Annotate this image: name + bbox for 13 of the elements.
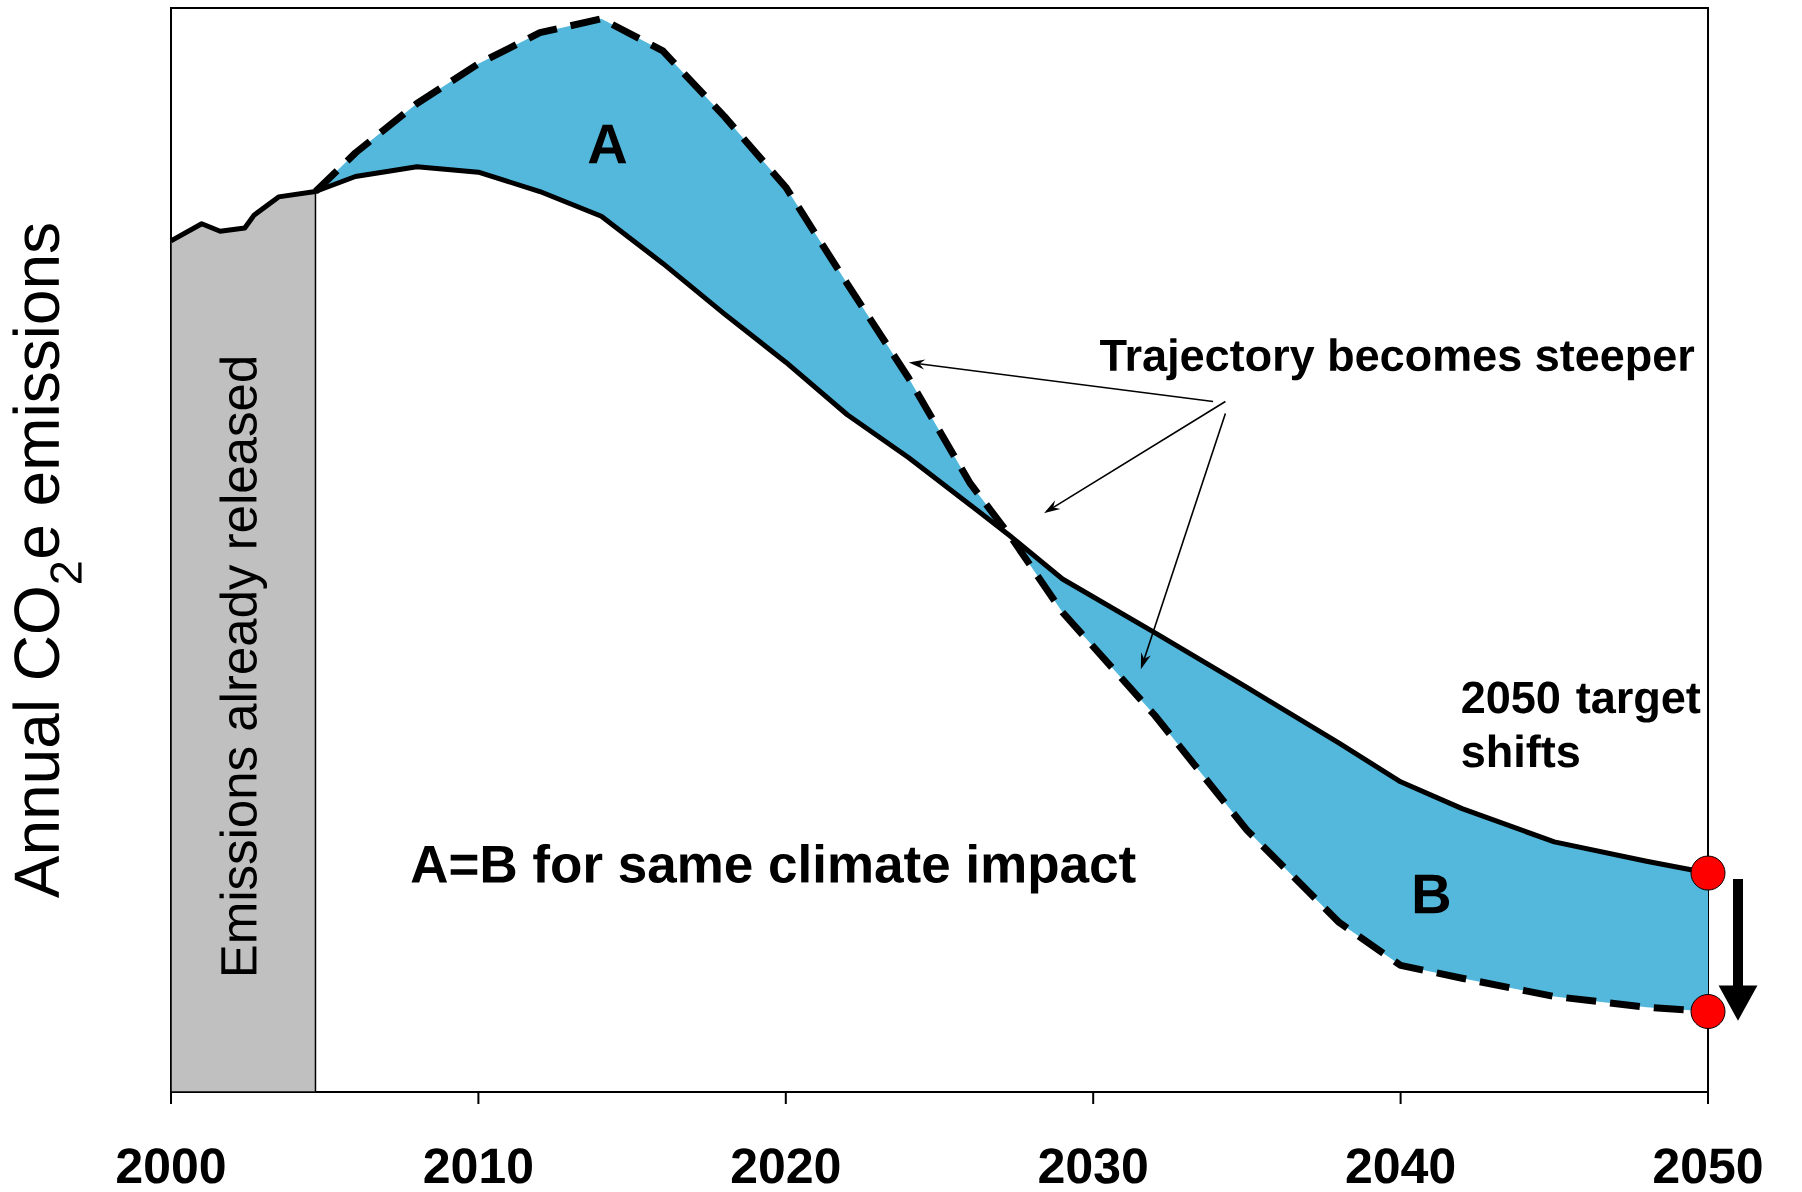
x-tick-label: 2050	[1654, 1148, 1762, 1184]
x-tick-label: 2010	[424, 1148, 532, 1184]
annotation: B	[1414, 874, 1450, 914]
x-tick-label: 2030	[1039, 1148, 1147, 1184]
annotation: Trajectory becomes steeper	[1100, 338, 1695, 381]
annotation: 2050 target shifts	[1462, 681, 1701, 768]
annotation: A=B for same climate impact	[411, 844, 1136, 894]
x-tick-label: 2000	[117, 1148, 225, 1184]
x-tick-label: 2040	[1346, 1148, 1455, 1184]
y-axis-title: Annual CO$_{2}$e emissions	[12, 224, 82, 899]
annotation: A	[588, 124, 627, 164]
x-tick-label: 2020	[731, 1148, 840, 1184]
series-label: Emissions already released	[219, 358, 267, 975]
